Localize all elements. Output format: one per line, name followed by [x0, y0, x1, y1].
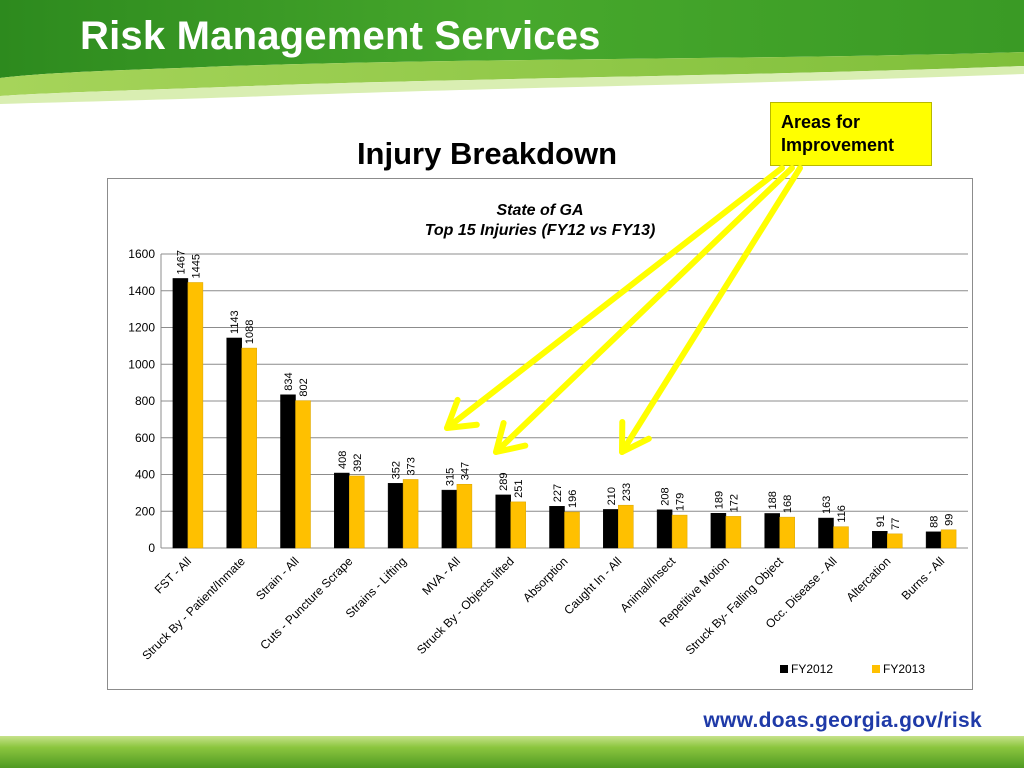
x-tick-label: Struck By- Falling Object	[683, 554, 787, 658]
bar-fy2013-8	[618, 504, 634, 549]
data-label: 227	[552, 484, 564, 502]
data-label: 168	[782, 495, 794, 513]
bar-fy2012-14	[925, 531, 942, 549]
bar-fy2012-4	[387, 483, 404, 549]
y-tick-label: 1200	[128, 321, 155, 335]
data-label: 210	[606, 487, 618, 505]
callout-areas-for-improvement: Areas for Improvement	[770, 102, 932, 166]
bar-fy2012-1	[226, 337, 242, 549]
bar-fy2013-2	[295, 400, 311, 549]
data-label: 1088	[244, 320, 256, 344]
x-tick-label: Burns - All	[899, 554, 948, 603]
data-label: 1467	[175, 250, 187, 274]
bar-fy2013-1	[241, 347, 257, 549]
bar-fy2012-2	[280, 394, 296, 549]
footer-url: www.doas.georgia.gov/risk	[703, 709, 982, 732]
bar-fy2013-13	[887, 533, 903, 549]
x-tick-label: Altercation	[843, 554, 893, 604]
data-label: 189	[713, 491, 725, 509]
chart-subtitle: Top 15 Injuries (FY12 vs FY13)	[425, 222, 656, 239]
data-label: 116	[836, 505, 848, 523]
data-label: 802	[298, 378, 310, 396]
bar-fy2013-7	[564, 511, 580, 549]
data-label: 289	[498, 473, 510, 491]
bar-fy2013-11	[779, 516, 795, 549]
legend-swatch-fy2012	[780, 665, 788, 673]
data-label: 408	[337, 451, 349, 469]
bar-fy2012-9	[656, 509, 673, 549]
x-tick-label: MVA - All	[419, 554, 463, 598]
data-label: 251	[513, 480, 525, 498]
y-tick-label: 1000	[128, 357, 155, 371]
data-label: 163	[821, 496, 833, 514]
bar-fy2013-6	[510, 501, 526, 549]
header-banner	[0, 0, 1024, 110]
data-label: 315	[444, 468, 456, 486]
data-label: 179	[675, 493, 687, 511]
banner-swoosh	[0, 0, 1024, 104]
legend-label-fy2012: FY2012	[791, 662, 833, 676]
data-label: 1143	[229, 310, 241, 334]
y-tick-label: 800	[135, 394, 155, 408]
y-tick-label: 1400	[128, 284, 155, 298]
y-tick-label: 0	[148, 541, 155, 555]
data-label: 172	[728, 494, 740, 512]
data-label: 233	[621, 483, 633, 501]
bar-fy2013-12	[833, 526, 849, 549]
bar-fy2012-3	[334, 472, 350, 549]
y-tick-label: 600	[135, 431, 155, 445]
x-tick-label: Struck By - Patient/Inmate	[139, 554, 248, 663]
bar-fy2013-4	[402, 479, 419, 549]
bar-fy2012-12	[818, 517, 834, 549]
bar-fy2012-6	[495, 494, 511, 549]
data-label: 347	[459, 462, 471, 480]
bar-fy2012-5	[441, 489, 458, 549]
footer-stripe	[0, 736, 1024, 768]
bar-fy2013-10	[725, 516, 742, 549]
bar-fy2012-8	[603, 509, 619, 549]
bar-fy2013-5	[456, 483, 473, 549]
chart-title: State of GA	[496, 202, 583, 219]
footer-bar	[0, 736, 1024, 768]
bar-fy2012-10	[710, 513, 727, 549]
data-label: 392	[352, 454, 364, 472]
bar-chart: State of GA Top 15 Injuries (FY12 vs FY13…	[128, 202, 968, 676]
data-label: 196	[567, 490, 579, 508]
legend-label-fy2013: FY2013	[883, 662, 925, 676]
y-tick-label: 1600	[128, 247, 155, 261]
data-label: 208	[660, 487, 672, 505]
data-label: 188	[767, 491, 779, 509]
bar-fy2012-13	[872, 531, 888, 549]
x-tick-label: Cuts - Puncture Scrape	[257, 554, 355, 652]
x-tick-label: Struck By - Objects lifted	[414, 554, 517, 657]
header-title: Risk Management Services	[80, 14, 601, 58]
data-label: 352	[391, 461, 403, 479]
y-tick-label: 200	[135, 504, 155, 518]
data-label: 77	[890, 518, 902, 530]
bar-fy2012-11	[764, 513, 780, 549]
bar-fy2012-0	[172, 278, 189, 549]
x-tick-label: FST - All	[152, 554, 194, 596]
bar-fy2012-7	[549, 506, 565, 549]
data-label: 99	[944, 514, 956, 526]
x-tick-label: Strain - All	[253, 554, 302, 603]
data-label: 91	[875, 515, 887, 527]
legend-swatch-fy2013	[872, 665, 880, 673]
x-tick-label: Caught In - All	[561, 554, 624, 617]
bar-fy2013-14	[940, 529, 957, 549]
data-label: 373	[406, 457, 418, 475]
data-label: 88	[929, 516, 941, 528]
data-label: 1445	[190, 254, 202, 278]
data-label: 834	[283, 372, 295, 390]
bar-fy2013-9	[671, 514, 688, 549]
bar-fy2013-0	[187, 282, 204, 549]
chart-frame: State of GA Top 15 Injuries (FY12 vs FY13…	[107, 178, 973, 690]
x-tick-label: Absorption	[520, 554, 570, 604]
y-tick-label: 400	[135, 468, 155, 482]
bar-fy2013-3	[349, 475, 365, 549]
